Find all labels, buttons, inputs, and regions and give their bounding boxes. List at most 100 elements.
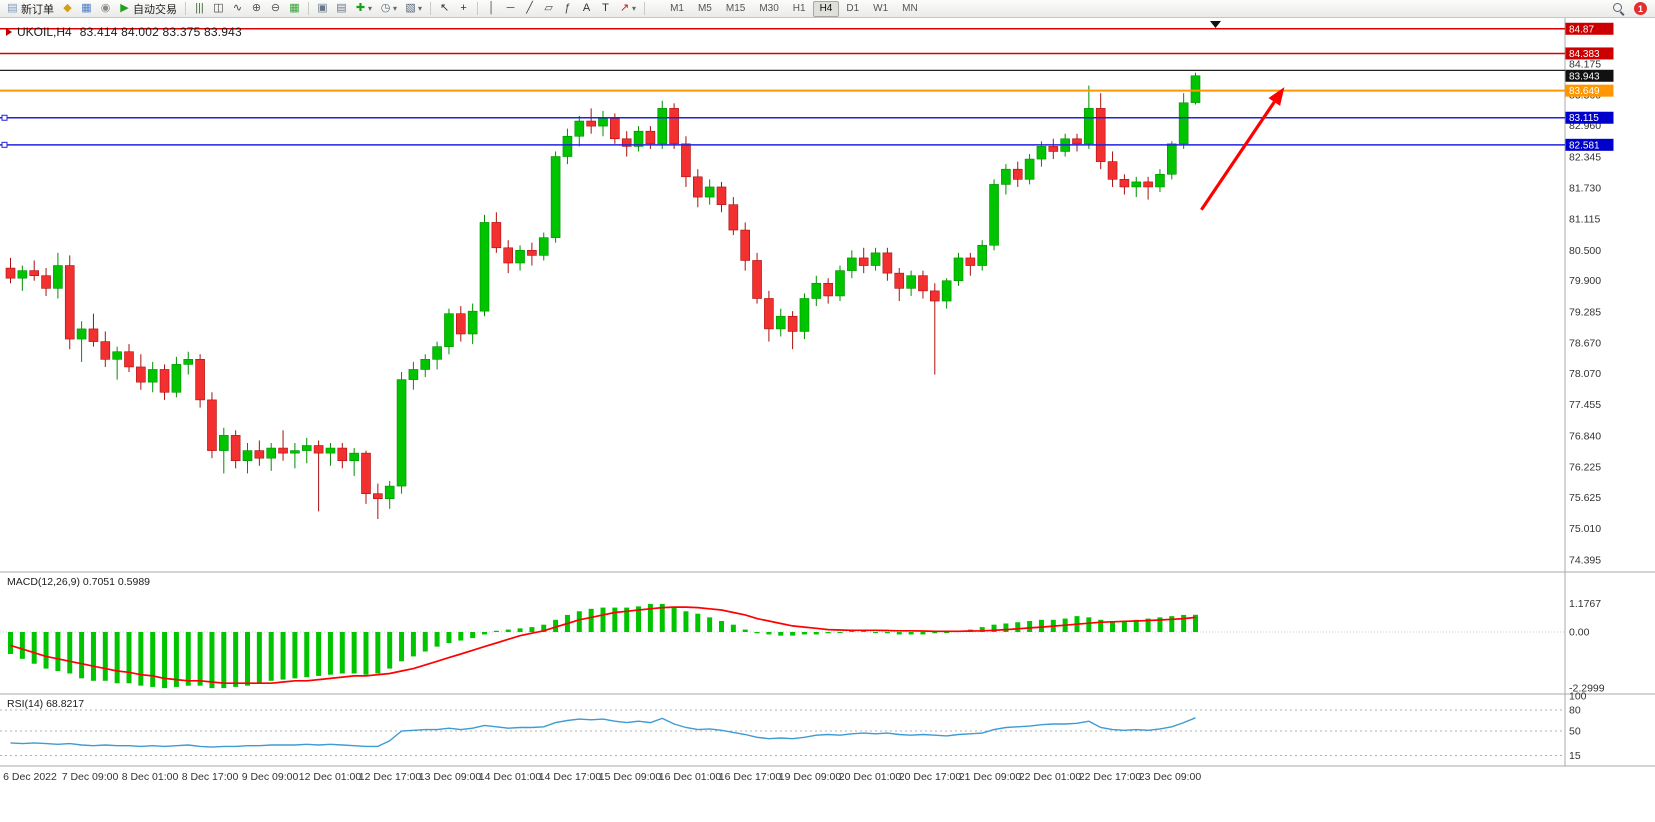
channel-button[interactable]: ▱ <box>539 1 558 17</box>
search-button[interactable] <box>1608 1 1629 17</box>
bar-chart-button[interactable]: ||| <box>190 1 209 17</box>
price-label: 82.960 <box>1569 120 1601 132</box>
candle <box>586 108 596 134</box>
candle <box>1107 151 1118 187</box>
candle <box>1072 133 1082 152</box>
candlestick-chart-button[interactable]: ◫ <box>209 1 228 17</box>
support-line-2[interactable] <box>0 141 1565 148</box>
rsi-axis-label: 80 <box>1569 705 1581 717</box>
candle <box>207 392 217 459</box>
trendline-button[interactable]: ╱ <box>520 1 539 17</box>
candle <box>621 131 632 157</box>
charts-button[interactable]: ◆ <box>58 1 77 17</box>
candle <box>929 283 940 375</box>
time-label: 6 Dec 2022 <box>3 771 57 783</box>
candle <box>313 440 324 512</box>
bullish-arrow[interactable] <box>1200 87 1285 211</box>
timeframe-w1-button[interactable]: W1 <box>873 3 889 14</box>
template-button[interactable]: ▧ ▾ <box>401 1 426 17</box>
cursor-button[interactable]: ↖ <box>435 1 454 17</box>
new-order-button[interactable]: ▤ 新订单 <box>3 1 58 17</box>
candle <box>159 364 170 400</box>
price-label: 77.455 <box>1569 399 1601 411</box>
svg-text:84.87: 84.87 <box>1569 24 1594 35</box>
fibonacci-icon: ƒ <box>564 2 571 14</box>
svg-text:82.581: 82.581 <box>1569 140 1600 151</box>
notification-badge[interactable]: 1 <box>1634 2 1647 15</box>
price-axis[interactable]: 84.17583.56082.96082.34581.73081.11580.5… <box>1569 59 1601 567</box>
profiles-button[interactable]: ▦ <box>77 1 96 17</box>
caret-down-icon: ▾ <box>632 4 637 13</box>
candle <box>787 311 798 350</box>
price-chart[interactable]: 84.17583.56082.96082.34581.73081.11580.5… <box>0 18 1655 822</box>
timeframe-h4-button[interactable]: H4 <box>812 0 840 17</box>
crosshair-button[interactable]: + <box>454 1 473 17</box>
candle <box>610 113 620 144</box>
timeframe-mn-button[interactable]: MN <box>902 3 918 14</box>
support-line-1[interactable] <box>0 114 1565 121</box>
candle <box>29 260 40 281</box>
price-tags: 84.87 84.383 83.649 83.115 82.581 83.943 <box>1565 22 1614 151</box>
alerts-button[interactable]: ◉ <box>96 1 115 17</box>
chart-area[interactable]: 84.17583.56082.96082.34581.73081.11580.5… <box>0 18 1655 822</box>
arrows-button[interactable]: ↗ ▾ <box>615 1 640 17</box>
timeframe-m5-button[interactable]: M5 <box>697 3 712 14</box>
hline-handle[interactable] <box>1 114 8 121</box>
candle <box>301 437 312 464</box>
svg-text:84.383: 84.383 <box>1569 49 1600 60</box>
arrange-windows-button[interactable]: ▤ <box>332 1 351 17</box>
timeframe-h1-button[interactable]: H1 <box>792 3 806 14</box>
timeframe-m30-button[interactable]: M30 <box>759 3 779 14</box>
time-label: 23 Dec 09:00 <box>1139 771 1202 783</box>
tile-windows-button[interactable]: ▦ <box>285 1 304 17</box>
candle <box>669 103 679 149</box>
macd-axis: 1.1767 0.00 -2.2999 <box>1569 598 1605 695</box>
candle <box>538 232 549 261</box>
svg-text:83.943: 83.943 <box>1569 71 1600 82</box>
toolbar-separator <box>477 2 479 15</box>
chart-shift-marker[interactable] <box>1210 21 1221 28</box>
auto-trading-button[interactable]: ▶ 自动交易 <box>115 1 181 17</box>
text-box-button[interactable]: T <box>596 1 615 17</box>
macd-axis-label: 1.1767 <box>1569 598 1601 610</box>
timeframe-m1-button[interactable]: M1 <box>670 3 684 14</box>
price-tag-83.649: 83.649 <box>1565 84 1614 97</box>
candle <box>88 313 99 347</box>
candle <box>408 361 419 390</box>
time-axis[interactable]: 6 Dec 2022 7 Dec 09:00 8 Dec 01:00 8 Dec 17… <box>3 771 1201 783</box>
price-tag-84.87: 84.87 <box>1565 22 1614 35</box>
candle <box>918 270 928 299</box>
line-chart-button[interactable]: ∿ <box>228 1 247 17</box>
timeframe-m15-button[interactable]: M15 <box>725 3 746 14</box>
price-tag-84.383: 84.383 <box>1565 47 1614 60</box>
text-label-button[interactable]: A <box>577 1 596 17</box>
fibonacci-button[interactable]: ƒ <box>558 1 577 17</box>
timeframe-d1-button[interactable]: D1 <box>846 3 860 14</box>
candle <box>219 427 229 474</box>
vertical-line-button[interactable]: │ <box>482 1 501 17</box>
zoom-in-button[interactable]: ⊕ <box>247 1 266 17</box>
new-order-button-label: 新订单 <box>21 3 54 16</box>
add-indicator-button[interactable]: ✚ ▾ <box>351 1 376 17</box>
candle <box>906 270 916 296</box>
cascade-windows-button[interactable]: ▣ <box>313 1 332 17</box>
candle <box>100 331 111 367</box>
annotations[interactable] <box>1200 87 1285 211</box>
toolbar: ▤ 新订单 ◆ ▦ ◉ ▶ 自动交易 ||| ◫ ∿ ⊕ ⊖ ▦ ▣ ▤ ✚ ▾ ◷ ▾ ▧ ▾ ↖ + │ ─ ╱ ▱ ƒ A T ↗ ▾ … <box>0 0 1655 18</box>
zoom-out-button[interactable]: ⊖ <box>266 1 285 17</box>
horizontal-lines[interactable] <box>0 28 1565 148</box>
toolbar-separator <box>430 2 432 15</box>
rsi-axis-label: 100 <box>1569 691 1587 703</box>
price-label: 78.670 <box>1569 338 1601 350</box>
time-label: 8 Dec 17:00 <box>182 771 239 783</box>
horizontal-line-button[interactable]: ─ <box>501 1 520 17</box>
charts-icon: ◆ <box>63 2 72 14</box>
period-button[interactable]: ◷ ▾ <box>376 1 401 17</box>
candle <box>847 250 857 279</box>
toolbar-separator <box>308 2 309 15</box>
price-label: 84.175 <box>1569 59 1601 71</box>
candle <box>1048 138 1059 160</box>
arrow-object-icon: ↗ <box>619 2 630 14</box>
hline-handle[interactable] <box>1 141 8 148</box>
